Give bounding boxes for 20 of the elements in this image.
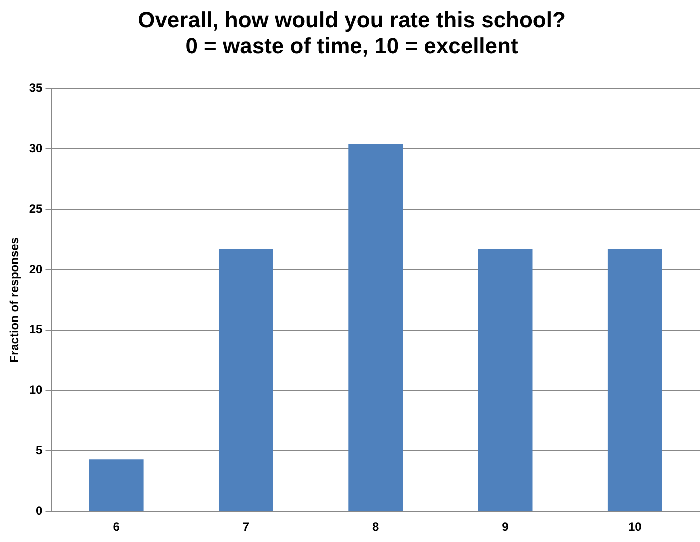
x-tick-label: 10	[628, 520, 642, 534]
bar	[478, 249, 533, 512]
y-tick-label: 25	[29, 202, 44, 216]
x-tick-label: 7	[242, 520, 250, 534]
y-tick-label: 35	[29, 81, 44, 96]
y-tick-label: 10	[29, 383, 44, 398]
x-tick-label: 6	[113, 520, 120, 534]
bar	[608, 249, 662, 512]
x-tick-label: 9	[502, 520, 510, 534]
x-tick-label: 8	[372, 520, 380, 534]
y-tick-label: 20	[29, 262, 44, 276]
bar	[348, 144, 404, 512]
y-tick-label: 5	[36, 444, 44, 458]
bar	[89, 460, 144, 512]
y-tick-label: 0	[36, 504, 44, 518]
chart-title: Overall, how would you rate this school? 0 = waste of time, 10 = excellent	[138, 7, 566, 59]
y-axis-title: Fraction of responses	[8, 237, 22, 363]
bar	[218, 249, 274, 512]
y-tick-label: 15	[29, 322, 44, 337]
y-tick-label: 30	[29, 142, 44, 156]
